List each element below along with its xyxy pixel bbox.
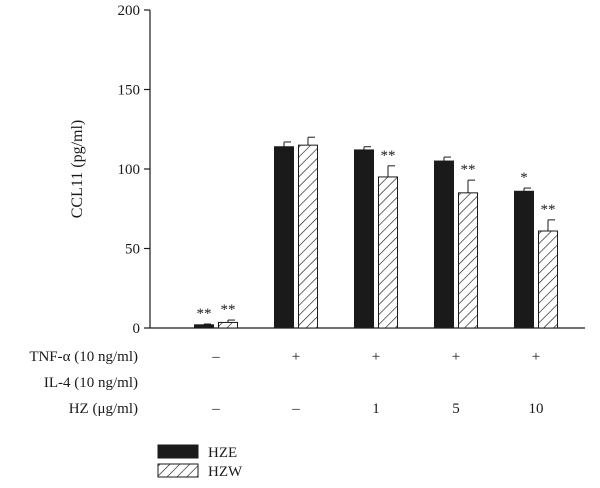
- y-tick-label: 150: [118, 83, 141, 99]
- condition-value-1-1: –: [211, 349, 220, 365]
- y-tick-label: 200: [118, 3, 141, 19]
- condition-value-3-5: 10: [529, 401, 544, 417]
- y-tick-label: 100: [118, 162, 141, 178]
- bar-hzw-group-1: [218, 321, 238, 329]
- bar-hzw-group-2: [298, 144, 318, 329]
- condition-table: TNF-α (10 ng/ml) – + + + + IL-4 (10 ng/ml) HZ (…: [29, 349, 543, 417]
- significance-hzw-group-5: **: [541, 202, 556, 218]
- condition-value-3-2: –: [291, 401, 300, 417]
- bar-hzw-group-4: [458, 192, 478, 329]
- legend-label-hzw: HZW: [208, 464, 243, 480]
- condition-value-1-5: +: [532, 349, 540, 365]
- condition-value-3-3: 1: [372, 401, 380, 417]
- condition-label-3: HZ (μg/ml): [69, 401, 138, 417]
- condition-value-1-4: +: [452, 349, 460, 365]
- condition-value-3-1: –: [211, 401, 220, 417]
- y-tick-label: 0: [133, 321, 141, 337]
- bar-hzw-group-3: [378, 176, 398, 329]
- legend-swatch-hzw: [157, 463, 199, 478]
- condition-label-1: TNF-α (10 ng/ml): [29, 349, 138, 365]
- significance-hze-group-1: **: [197, 306, 212, 322]
- axes: 0 50 100 150 200 CCL11 (pg/ml): [69, 3, 585, 337]
- bar-hze-group-3: [354, 149, 374, 329]
- significance-hzw-group-1: **: [221, 302, 236, 318]
- y-axis-title: CCL11 (pg/ml): [69, 120, 86, 219]
- bars: ***********: [194, 136, 558, 329]
- legend-label-hze: HZE: [208, 445, 237, 461]
- condition-value-1-3: +: [372, 349, 380, 365]
- significance-hze-group-5: *: [520, 170, 528, 186]
- significance-hzw-group-3: **: [381, 148, 396, 164]
- condition-label-2: IL-4 (10 ng/ml): [44, 375, 138, 391]
- condition-value-1-2: +: [292, 349, 300, 365]
- bar-hzw-group-5: [538, 230, 558, 329]
- legend-swatch-hze: [157, 444, 199, 459]
- legend: HZE HZW: [157, 444, 243, 480]
- bar-hze-group-1: [194, 324, 214, 329]
- bar-hze-group-4: [434, 160, 454, 329]
- bar-hze-group-2: [274, 146, 294, 329]
- significance-hzw-group-4: **: [461, 162, 476, 178]
- bar-hze-group-5: [514, 190, 534, 329]
- y-tick-label: 50: [125, 242, 140, 258]
- condition-value-3-4: 5: [452, 401, 460, 417]
